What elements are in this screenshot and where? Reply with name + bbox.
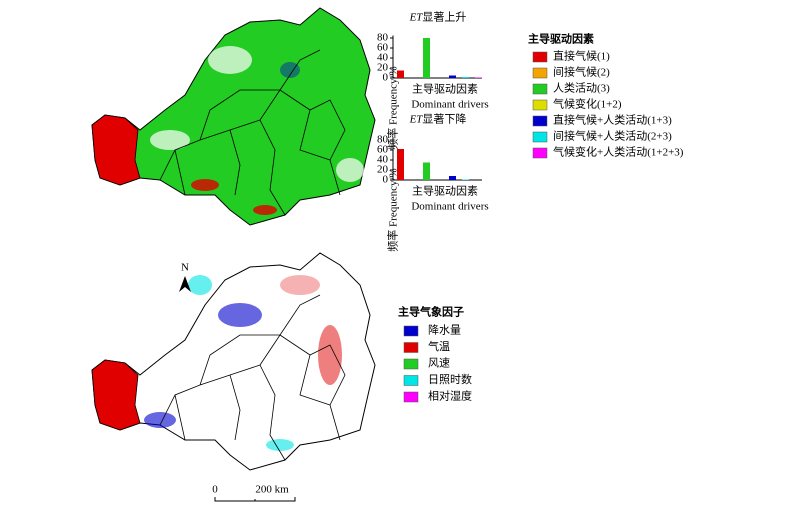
y-tick-label: 40: [377, 154, 389, 166]
y-axis-label: 频率 Frequency/%: [386, 66, 400, 149]
legend-label: 日照时数: [428, 373, 472, 386]
legend-label: 气候变化+人类活动(1+2+3): [553, 145, 684, 159]
legend-swatch: [532, 83, 548, 95]
bar: [449, 75, 456, 78]
legend-swatch: [532, 131, 548, 143]
y-tick-label: 60: [377, 42, 389, 54]
legend-swatch: [532, 115, 548, 127]
legend-swatch: [532, 147, 548, 159]
chart-title-italic: ET: [409, 113, 424, 125]
legend-swatch: [532, 99, 548, 111]
legend-swatch: [403, 342, 419, 353]
y-tick-label: 20: [377, 164, 389, 176]
scale-end: 200 km: [255, 484, 289, 496]
legend-label: 风速: [428, 357, 450, 370]
y-tick-label: 20: [377, 62, 389, 74]
bar: [462, 77, 469, 78]
scale-start: 0: [212, 484, 218, 496]
legend-swatch: [532, 67, 548, 79]
legend-swatch: [403, 375, 419, 386]
y-tick-label: 40: [377, 52, 389, 64]
bar: [397, 70, 404, 78]
bar: [423, 162, 430, 180]
chart-title-rest: 显著上升: [422, 9, 466, 23]
legend-label: 直接气候(1): [553, 49, 610, 63]
chart-title: ET显著上升: [409, 9, 467, 23]
legend-label: 人类活动(3): [553, 81, 610, 95]
x-axis-label: Dominant drivers: [411, 201, 488, 213]
bar: [397, 149, 404, 180]
y-axis-label: 频率 Frequency/%: [386, 168, 400, 251]
y-tick-label: 80: [377, 134, 389, 146]
north-label: N: [181, 262, 189, 274]
bar: [475, 77, 482, 78]
legend-label: 气候变化(1+2): [553, 97, 622, 111]
legend-title: 主导气象因子: [398, 305, 464, 319]
top-map: [91, 7, 376, 226]
legend-label: 降水量: [428, 323, 461, 337]
chart-title-rest: 显著下降: [422, 111, 466, 125]
y-tick-label: 0: [383, 72, 389, 84]
x-axis-label: Dominant drivers: [411, 99, 488, 111]
legend-label: 间接气候+人类活动(2+3): [553, 129, 672, 143]
x-axis-label: 主导驱动因素: [412, 185, 478, 198]
bar: [423, 38, 430, 78]
legend-swatch: [532, 51, 548, 63]
y-tick-label: 0: [383, 174, 389, 186]
legend-swatch: [403, 391, 419, 403]
bottom-map: [91, 252, 376, 471]
chart-title: ET显著下降: [409, 111, 467, 125]
y-tick-label: 80: [377, 32, 389, 44]
chart-title-italic: ET: [409, 11, 424, 23]
legend-swatch: [403, 358, 419, 370]
legend-swatch: [403, 325, 419, 337]
bar: [462, 179, 469, 180]
legend-label: 相对湿度: [428, 389, 472, 403]
y-tick-label: 60: [377, 144, 389, 156]
bar: [449, 176, 456, 180]
x-axis-label: 主导驱动因素: [412, 83, 478, 96]
legend-title: 主导驱动因素: [528, 32, 594, 46]
north-arrow: N: [179, 262, 191, 292]
legend-label: 气温: [428, 339, 450, 353]
scale-bar: 0 200 km: [212, 484, 296, 502]
legend-label: 间接气候(2): [553, 65, 610, 79]
legend-label: 直接气候+人类活动(1+3): [553, 113, 672, 127]
